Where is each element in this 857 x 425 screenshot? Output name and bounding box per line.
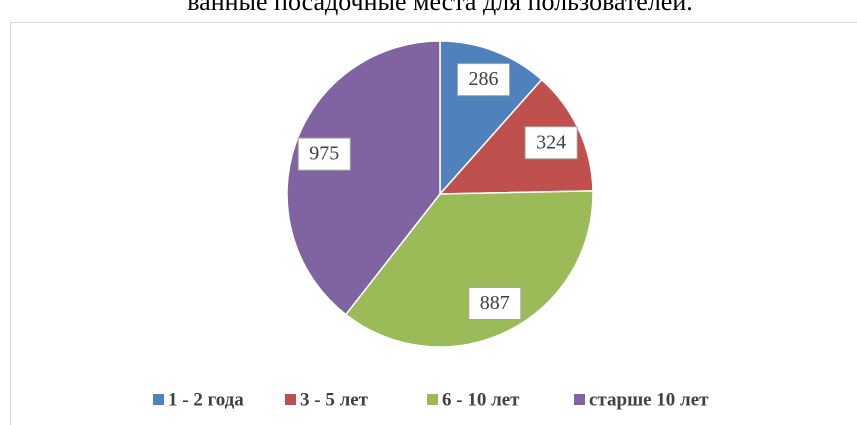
legend-swatch — [285, 394, 296, 405]
pie-slice — [344, 190, 594, 348]
legend-label: старше 10 лет — [589, 389, 709, 410]
data-label-box — [297, 137, 351, 171]
data-label: 286 — [469, 68, 499, 90]
data-label-box — [524, 126, 578, 160]
data-label: 324 — [536, 131, 566, 153]
legend-label: 6 - 10 лет — [442, 389, 520, 410]
data-label: 975 — [309, 143, 339, 165]
pie-slice — [286, 40, 441, 316]
legend-label: 1 - 2 года — [168, 389, 244, 410]
data-label-box — [468, 286, 522, 320]
legend-swatch — [574, 394, 585, 405]
data-label: 887 — [480, 292, 510, 314]
legend-label: 3 - 5 лет — [300, 389, 369, 410]
data-label-box — [457, 63, 511, 97]
legend-swatch — [427, 394, 438, 405]
legend-swatch — [153, 394, 164, 405]
caption: ванные посадочные места для пользователе… — [187, 0, 693, 16]
pie-slice — [438, 78, 594, 195]
